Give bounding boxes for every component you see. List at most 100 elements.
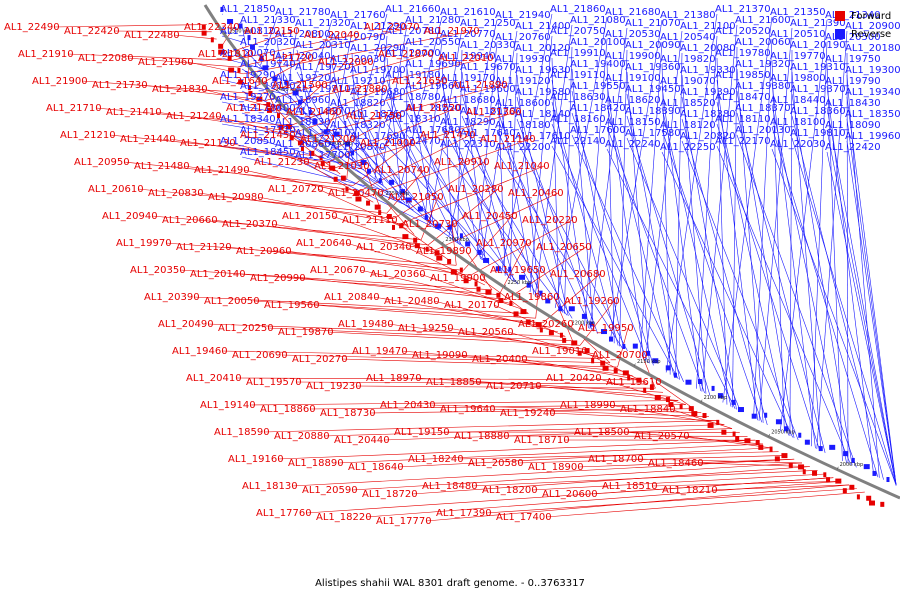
reverse-feature-label[interactable]: AL1_18370 [735, 103, 791, 114]
forward-feature-label[interactable]: AL1_21910 [18, 49, 74, 60]
reverse-feature-label[interactable]: AL1_21290 [350, 21, 406, 32]
forward-feature-label[interactable]: AL1_20740 [374, 165, 430, 176]
reverse-feature-label[interactable]: AL1_17680 [405, 125, 461, 136]
forward-feature-label[interactable]: AL1_22000 [318, 57, 374, 68]
forward-feature-label[interactable]: AL1_21130 [180, 138, 236, 149]
forward-feature-label[interactable]: AL1_20170 [444, 300, 500, 311]
reverse-feature-label[interactable]: AL1_20510 [770, 29, 826, 40]
reverse-feature-label[interactable]: AL1_19390 [680, 87, 736, 98]
reverse-feature-label[interactable]: AL1_18420 [570, 103, 626, 114]
reverse-feature-label[interactable]: AL1_22420 [825, 142, 881, 153]
reverse-feature-label[interactable]: AL1_20810 [220, 26, 276, 37]
forward-feature-label[interactable]: AL1_21740 [226, 103, 282, 114]
reverse-feature-label[interactable]: AL1_20800 [275, 29, 331, 40]
reverse-feature-label[interactable]: AL1_17720 [240, 125, 296, 136]
forward-feature-label[interactable]: AL1_21120 [176, 242, 232, 253]
reverse-feature-label[interactable]: AL1_20500 [825, 32, 881, 43]
forward-feature-label[interactable]: AL1_19640 [440, 404, 496, 415]
forward-feature-label[interactable]: AL1_20250 [218, 323, 274, 334]
reverse-feature-label[interactable]: AL1_21400 [515, 21, 571, 32]
reverse-feature-label[interactable]: AL1_19070 [660, 76, 716, 87]
reverse-feature-label[interactable]: AL1_18960 [275, 95, 331, 106]
reverse-feature-label[interactable]: AL1_22140 [550, 136, 606, 147]
reverse-feature-label[interactable]: AL1_17580 [625, 128, 681, 139]
forward-feature-label[interactable]: AL1_22040 [304, 30, 360, 41]
reverse-feature-label[interactable]: AL1_20530 [605, 29, 661, 40]
forward-feature-label[interactable]: AL1_21440 [120, 134, 176, 145]
reverse-feature-label[interactable]: AL1_18310 [385, 114, 441, 125]
forward-feature-label[interactable]: AL1_19650 [490, 265, 546, 276]
reverse-feature-label[interactable]: AL1_18350 [845, 109, 900, 120]
reverse-feature-label[interactable]: AL1_20310 [295, 40, 351, 51]
forward-feature-label[interactable]: AL1_20600 [542, 489, 598, 500]
forward-feature-label[interactable]: AL1_18500 [574, 427, 630, 438]
forward-feature-label[interactable]: AL1_20950 [74, 157, 130, 168]
reverse-feature-label[interactable]: AL1_18440 [770, 95, 826, 106]
forward-feature-label[interactable]: AL1_22490 [4, 22, 60, 33]
forward-feature-label[interactable]: AL1_22010 [438, 53, 494, 64]
forward-feature-label[interactable]: AL1_20050 [204, 296, 260, 307]
reverse-feature-label[interactable]: AL1_20040 [275, 51, 331, 62]
reverse-feature-label[interactable]: AL1_21320 [295, 18, 351, 29]
reverse-feature-label[interactable]: AL1_18150 [605, 117, 661, 128]
reverse-feature-label[interactable]: AL1_19750 [825, 54, 881, 65]
forward-feature-label[interactable]: AL1_20470 [328, 188, 384, 199]
forward-feature-label[interactable]: AL1_19860 [504, 292, 560, 303]
forward-feature-label[interactable]: AL1_18510 [602, 481, 658, 492]
forward-feature-label[interactable]: AL1_20450 [462, 211, 518, 222]
reverse-feature-label[interactable]: AL1_19360 [625, 62, 681, 73]
forward-feature-label[interactable]: AL1_20140 [190, 269, 246, 280]
reverse-feature-label[interactable]: AL1_22170 [715, 136, 771, 147]
reverse-feature-label[interactable]: AL1_20080 [680, 43, 736, 54]
reverse-feature-label[interactable]: AL1_19670 [460, 62, 516, 73]
forward-feature-label[interactable]: AL1_20560 [458, 327, 514, 338]
forward-feature-label[interactable]: AL1_19090 [412, 350, 468, 361]
forward-feature-label[interactable]: AL1_18730 [320, 408, 376, 419]
reverse-feature-label[interactable]: AL1_18290 [440, 117, 496, 128]
reverse-feature-label[interactable]: AL1_18470 [715, 92, 771, 103]
reverse-feature-label[interactable]: AL1_20320 [240, 37, 296, 48]
forward-feature-label[interactable]: AL1_19240 [500, 408, 556, 419]
forward-feature-label[interactable]: AL1_21500 [272, 80, 328, 91]
reverse-feature-label[interactable]: AL1_21940 [495, 10, 551, 21]
forward-feature-label[interactable]: AL1_20610 [88, 184, 144, 195]
forward-feature-label[interactable]: AL1_20650 [536, 242, 592, 253]
reverse-feature-label[interactable]: AL1_18180 [495, 120, 551, 131]
reverse-feature-label[interactable]: AL1_19550 [570, 81, 626, 92]
forward-feature-label[interactable]: AL1_21750 [346, 111, 402, 122]
forward-feature-label[interactable]: AL1_20660 [162, 215, 218, 226]
forward-feature-label[interactable]: AL1_19250 [398, 323, 454, 334]
reverse-feature-label[interactable]: AL1_20000 [385, 48, 441, 59]
reverse-feature-label[interactable]: AL1_19690 [405, 59, 461, 70]
reverse-feature-label[interactable]: AL1_18600 [495, 98, 551, 109]
reverse-feature-label[interactable]: AL1_20540 [660, 32, 716, 43]
reverse-feature-label[interactable]: AL1_21350 [770, 7, 826, 18]
forward-feature-label[interactable]: AL1_18480 [422, 481, 478, 492]
reverse-feature-label[interactable]: AL1_20750 [550, 26, 606, 37]
reverse-feature-label[interactable]: AL1_17600 [570, 125, 626, 136]
forward-feature-label[interactable]: AL1_19010 [532, 346, 588, 357]
forward-feature-label[interactable]: AL1_21810 [198, 49, 254, 60]
forward-feature-label[interactable]: AL1_22080 [78, 53, 134, 64]
reverse-feature-label[interactable]: AL1_21070 [625, 18, 681, 29]
reverse-feature-label[interactable]: AL1_21610 [440, 7, 496, 18]
forward-feature-label[interactable]: AL1_20430 [380, 400, 436, 411]
forward-feature-label[interactable]: AL1_21490 [194, 165, 250, 176]
forward-feature-label[interactable]: AL1_20280 [448, 184, 504, 195]
forward-feature-label[interactable]: AL1_20640 [296, 238, 352, 249]
reverse-feature-label[interactable]: AL1_19630 [515, 65, 571, 76]
forward-feature-label[interactable]: AL1_17400 [496, 512, 552, 523]
forward-feature-label[interactable]: AL1_21870 [378, 49, 434, 60]
forward-feature-label[interactable]: AL1_20480 [384, 296, 440, 307]
reverse-feature-label[interactable]: AL1_17700 [295, 150, 351, 161]
forward-feature-label[interactable]: AL1_20260 [518, 319, 574, 330]
forward-feature-label[interactable]: AL1_20270 [292, 354, 348, 365]
forward-feature-label[interactable]: AL1_20340 [356, 242, 412, 253]
reverse-feature-label[interactable]: AL1_20330 [460, 40, 516, 51]
reverse-feature-label[interactable]: AL1_21380 [660, 10, 716, 21]
forward-feature-label[interactable]: AL1_21000 [360, 138, 416, 149]
forward-feature-label[interactable]: AL1_19950 [578, 323, 634, 334]
forward-feature-label[interactable]: AL1_18840 [620, 404, 676, 415]
forward-feature-label[interactable]: AL1_22420 [64, 26, 120, 37]
reverse-feature-label[interactable]: AL1_20120 [515, 43, 571, 54]
